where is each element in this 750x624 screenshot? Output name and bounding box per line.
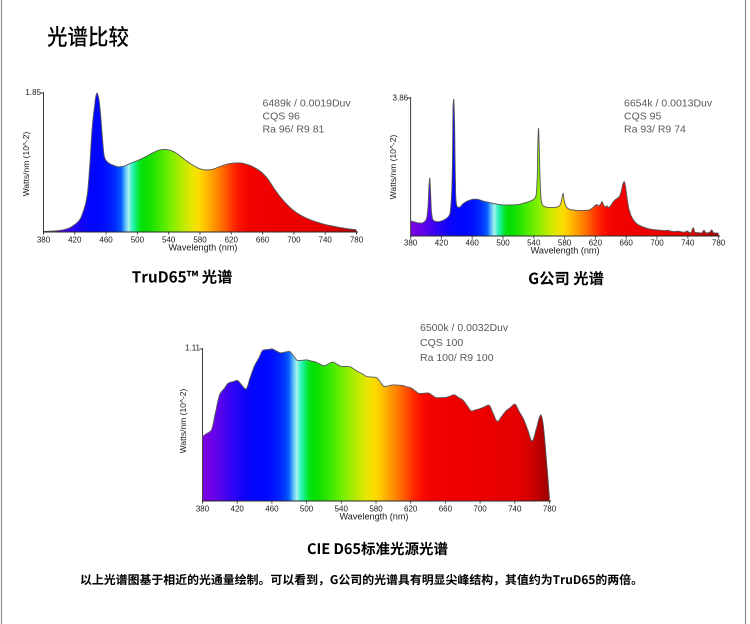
svg-text:660: 660 <box>256 236 270 245</box>
svg-text:Wavelength (nm): Wavelength (nm) <box>169 243 238 253</box>
svg-text:CQS 96: CQS 96 <box>263 111 301 123</box>
svg-text:380: 380 <box>37 236 51 245</box>
svg-text:Watts/nm (10^-2): Watts/nm (10^-2) <box>388 135 398 200</box>
svg-text:CQS 95: CQS 95 <box>624 111 662 123</box>
svg-text:780: 780 <box>712 239 726 248</box>
svg-text:Watts/nm (10^-2): Watts/nm (10^-2) <box>21 132 31 197</box>
svg-text:540: 540 <box>162 236 176 245</box>
svg-text:460: 460 <box>466 239 480 248</box>
svg-text:3.86: 3.86 <box>393 94 409 103</box>
svg-text:780: 780 <box>350 236 364 245</box>
svg-text:6500k / 0.0032Duv: 6500k / 0.0032Duv <box>420 322 509 334</box>
svg-text:580: 580 <box>193 236 207 245</box>
svg-text:740: 740 <box>681 239 695 248</box>
svg-text:740: 740 <box>319 236 333 245</box>
svg-text:540: 540 <box>335 505 349 514</box>
svg-text:380: 380 <box>196 505 210 514</box>
svg-text:380: 380 <box>404 239 418 248</box>
svg-text:Ra 93/ R9 74: Ra 93/ R9 74 <box>624 124 686 136</box>
svg-text:700: 700 <box>473 505 487 514</box>
svg-text:580: 580 <box>369 505 383 514</box>
svg-text:620: 620 <box>589 239 603 248</box>
svg-text:500: 500 <box>131 236 145 245</box>
svg-text:460: 460 <box>265 505 279 514</box>
svg-text:500: 500 <box>300 505 314 514</box>
svg-text:780: 780 <box>543 505 557 514</box>
svg-text:Wavelength (nm): Wavelength (nm) <box>531 246 600 256</box>
svg-text:420: 420 <box>68 236 82 245</box>
svg-text:Ra 100/ R9 100: Ra 100/ R9 100 <box>420 352 494 364</box>
svg-text:Wavelength (nm): Wavelength (nm) <box>340 512 409 522</box>
svg-text:Watts/nm (10^-2): Watts/nm (10^-2) <box>178 389 188 454</box>
svg-text:6489k / 0.0019Duv: 6489k / 0.0019Duv <box>263 98 352 110</box>
svg-text:740: 740 <box>508 505 522 514</box>
svg-text:700: 700 <box>287 236 301 245</box>
svg-text:660: 660 <box>620 239 634 248</box>
svg-text:620: 620 <box>225 236 239 245</box>
svg-text:460: 460 <box>99 236 113 245</box>
svg-text:620: 620 <box>404 505 418 514</box>
svg-text:6654k / 0.0013Duv: 6654k / 0.0013Duv <box>624 98 713 110</box>
svg-text:580: 580 <box>558 239 572 248</box>
svg-text:CQS 100: CQS 100 <box>420 337 463 349</box>
svg-text:660: 660 <box>439 505 453 514</box>
svg-text:500: 500 <box>496 239 510 248</box>
svg-text:420: 420 <box>231 505 245 514</box>
svg-text:1.85: 1.85 <box>25 88 41 97</box>
svg-text:700: 700 <box>650 239 664 248</box>
svg-text:Ra 96/ R9 81: Ra 96/ R9 81 <box>263 124 325 136</box>
svg-text:1.11: 1.11 <box>185 344 201 353</box>
svg-text:540: 540 <box>527 239 541 248</box>
svg-text:420: 420 <box>435 239 449 248</box>
